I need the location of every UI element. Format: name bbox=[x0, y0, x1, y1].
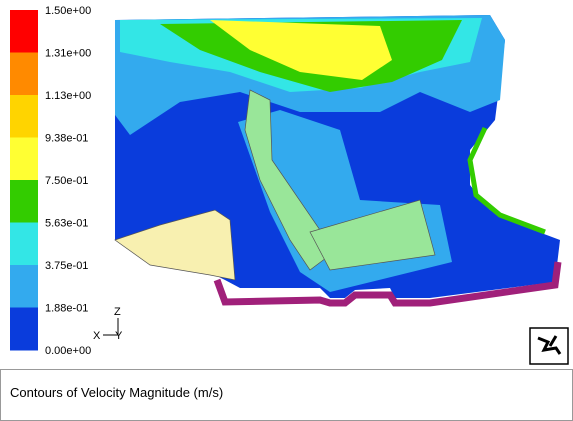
colorbar-label: 7.50e-01 bbox=[45, 175, 88, 187]
triad-y-label: Y bbox=[115, 330, 123, 342]
colorbar-band bbox=[10, 53, 38, 96]
colorbar-label: 5.63e-01 bbox=[45, 218, 88, 230]
colorbar-band bbox=[10, 265, 38, 308]
colorbar: 1.50e+00 1.31e+00 1.13e+00 9.38e-01 7.50e-01… bbox=[10, 5, 91, 357]
colorbar-label: 1.31e+00 bbox=[45, 48, 91, 60]
colorbar-label: 3.75e-01 bbox=[45, 260, 88, 272]
colorbar-band bbox=[10, 180, 38, 223]
colorbar-label: 1.13e+00 bbox=[45, 90, 91, 102]
colorbar-label: 9.38e-01 bbox=[45, 133, 88, 145]
icon-frame bbox=[530, 328, 568, 364]
triad-x-label: X bbox=[93, 330, 101, 342]
view-icon bbox=[530, 328, 568, 364]
colorbar-label: 0.00e+00 bbox=[45, 345, 91, 357]
colorbar-band bbox=[10, 223, 38, 266]
triad-z-label: Z bbox=[114, 306, 121, 318]
colorbar-band bbox=[10, 95, 38, 138]
colorbar-label: 1.88e-01 bbox=[45, 303, 88, 315]
colorbar-label: 1.50e+00 bbox=[45, 5, 91, 17]
caption: Contours of Velocity Magnitude (m/s) bbox=[10, 385, 223, 400]
screenshot: 1.50e+00 1.31e+00 1.13e+00 9.38e-01 7.50e-01… bbox=[0, 0, 573, 421]
colorbar-band bbox=[10, 308, 38, 351]
colorbar-band bbox=[10, 10, 38, 53]
colorbar-band bbox=[10, 138, 38, 181]
